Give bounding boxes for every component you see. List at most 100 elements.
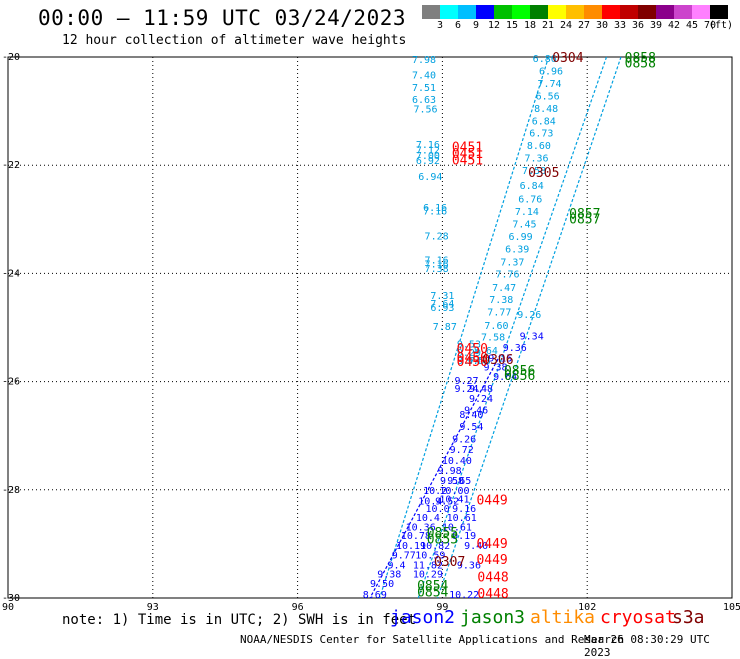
plot-frame [7, 56, 733, 599]
ground-track-line [369, 354, 501, 599]
data-label-s3a: 0307 [434, 555, 465, 570]
color-scale-swatch [638, 5, 656, 19]
data-label-cryosat: 0448 [477, 570, 508, 585]
x-tick-label: 90 [2, 602, 14, 613]
data-label-jason3-track-A: 7.58 [481, 333, 505, 344]
data-label-s3a: 0304 [552, 51, 583, 66]
data-label-jason2: 9.40 [464, 541, 488, 552]
data-label-jason3-track-A: 7.76 [496, 269, 520, 280]
footer-timestamp: Mar 26 08:30:29 UTC 2023 [584, 633, 710, 659]
color-scale-swatch [422, 5, 440, 19]
data-label-cryosat: 0451 [452, 153, 483, 168]
data-label-jason3-track-A: 9.58 [467, 356, 491, 367]
x-tick-label: 105 [723, 602, 740, 613]
color-scale-tick: 42 [667, 20, 681, 31]
data-label-jason2: 9.24 [469, 394, 493, 405]
color-scale-swatch [674, 5, 692, 19]
data-label-jason2: 9.54 [459, 422, 483, 433]
data-label-jason2: 9.58 [440, 476, 464, 487]
data-label-jason2: 10.41 [439, 494, 469, 505]
data-label-jason3-track-A: 6.92 [416, 156, 440, 167]
data-label-jason3-track-A: 7.47 [492, 283, 516, 294]
data-label-jason3: 0858 [625, 51, 656, 66]
data-label-jason3-track-A: 9.26 [517, 310, 541, 321]
data-label-jason2: 10.78 [401, 531, 431, 542]
data-label-cryosat: 0450 [457, 342, 488, 357]
y-tick-label: -22 [2, 160, 20, 171]
color-scale-tick: 9 [472, 20, 480, 31]
data-label-jason3-track-A: 6.93 [430, 303, 454, 314]
data-label-jason3-track-A: 7.74 [538, 79, 562, 90]
data-label-jason2: 10.00 [439, 486, 469, 497]
data-label-jason2: 11.82 [413, 560, 443, 571]
color-scale-swatch [530, 5, 548, 19]
data-label-jason2: 9.64 [493, 372, 517, 383]
data-label-jason3-track-A: 7.40 [412, 70, 436, 81]
data-label-jason2: 10.61 [442, 523, 472, 534]
data-label-jason3-track-A: 7.87 [433, 322, 457, 333]
data-label-jason2: 8.40 [459, 410, 483, 421]
data-label-jason2: 9.16 [452, 504, 476, 515]
data-label-jason3-track-A: 8.64 [474, 346, 498, 357]
data-label-jason2: 10.4 [418, 497, 442, 508]
page-title: 00:00 – 11:59 UTC 03/24/2023 [38, 6, 407, 30]
data-label-jason2: 9.26 [452, 434, 476, 445]
data-label-jason3-track-A: 6.96 [539, 67, 563, 78]
color-scale-swatch [494, 5, 512, 19]
y-tick-label: -24 [2, 268, 20, 279]
color-scale-swatch [602, 5, 620, 19]
data-label-jason3-track-A: 7.58 [522, 166, 546, 177]
data-label-jason3-track-A: 7.45 [512, 220, 536, 231]
data-label-jason3-track-A: 8.60 [527, 141, 551, 152]
color-scale-tick: 12 [487, 20, 501, 31]
data-label-cryosat: 0449 [476, 553, 507, 568]
data-label-jason2: 10.61 [447, 513, 477, 524]
color-scale-tick: 70 [703, 20, 717, 31]
data-label-jason3-track-A: 6.84 [532, 116, 556, 127]
y-tick-label: -28 [2, 485, 20, 496]
data-label-jason3-track-A: 6.86 [533, 54, 557, 65]
footer-note: note: 1) Time is in UTC; 2) SWH is in fe… [62, 612, 417, 628]
data-label-jason3: 0856 [504, 369, 535, 384]
data-label-jason2: 10.29 [413, 570, 443, 581]
data-label-jason3: 0855 [427, 533, 458, 548]
data-label-jason2: 8.69 [363, 590, 387, 601]
data-label-jason3: 0856 [504, 364, 535, 379]
data-label-jason3-track-A: 7.16 [423, 207, 447, 218]
y-tick-label: -30 [2, 593, 20, 604]
color-scale-swatch [620, 5, 638, 19]
data-label-jason2: 10.22 [449, 590, 479, 601]
page-subtitle: 12 hour collection of altimeter wave hei… [62, 33, 407, 48]
y-tick-label: -26 [2, 377, 20, 388]
data-label-jason2: 9.50 [370, 579, 394, 590]
ground-track-line [417, 56, 608, 599]
data-label-cryosat: 0449 [476, 494, 507, 509]
data-label-jason2: 9.27 [454, 376, 478, 387]
data-label-cryosat: 0448 [477, 587, 508, 602]
data-label-jason2: 9.38 [377, 570, 401, 581]
data-label-jason3-track-A: 6.84 [520, 181, 544, 192]
data-label-cryosat: 0451 [452, 140, 483, 155]
color-scale-tick: 21 [541, 20, 555, 31]
legend-cryosat: cryosat [600, 607, 676, 628]
data-label-jason3: 0858 [625, 56, 656, 71]
x-tick-label: 93 [147, 602, 159, 613]
color-scale-tick: 36 [631, 20, 645, 31]
data-label-jason2: 9.72 [450, 445, 474, 456]
data-label-jason3-track-A: 7.38 [489, 295, 513, 306]
data-label-jason2: 10.40 [442, 456, 472, 467]
color-scale-swatch [512, 5, 530, 19]
color-scale-swatch [548, 5, 566, 19]
data-label-jason3-track-A: 7.56 [413, 104, 437, 115]
color-scale-tick: 27 [577, 20, 591, 31]
data-label-jason3-track-A: 7.12 [416, 146, 440, 157]
data-label-jason3-track-A: 7.64 [430, 299, 454, 310]
data-label-jason3-track-A: 6.39 [505, 245, 529, 256]
color-scale-tick: 30 [595, 20, 609, 31]
data-label-jason3-track-A: 8.74 [457, 356, 481, 367]
data-label-jason3: 0854 [417, 579, 448, 594]
data-label-jason3-track-A: 7.36 [524, 154, 548, 165]
x-tick-label: 102 [578, 602, 596, 613]
color-scale-tick: 15 [505, 20, 519, 31]
